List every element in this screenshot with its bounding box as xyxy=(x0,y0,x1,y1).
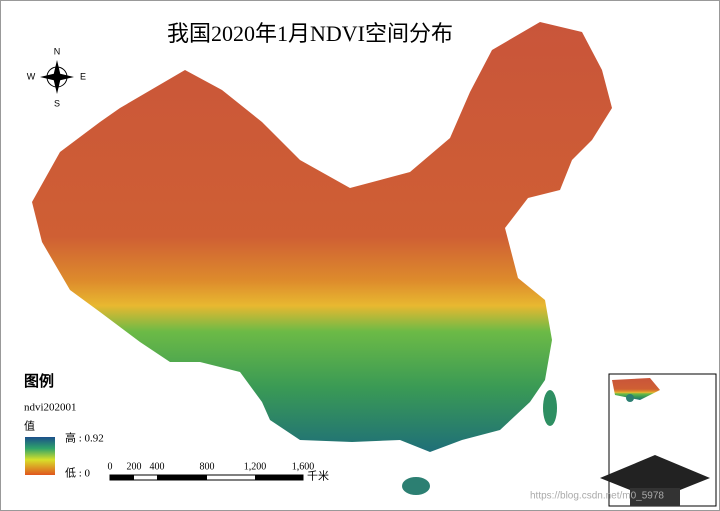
taiwan xyxy=(543,390,557,426)
compass-n: N xyxy=(54,46,61,56)
legend-high: 高 : 0.92 xyxy=(65,431,104,445)
legend-low: 低 : 0 xyxy=(65,467,91,480)
scale-label: 1,200 xyxy=(244,461,267,472)
compass-e: E xyxy=(80,71,86,81)
scale-label: 1,600 xyxy=(292,461,315,472)
legend: 图例 ndvi202001 值 高 : 0.92 低 : 0 xyxy=(24,372,104,480)
cap-icon xyxy=(600,455,710,506)
map-title: 我国2020年1月NDVI空间分布 xyxy=(167,21,453,46)
scale-label: 0 xyxy=(108,461,113,472)
scale-unit: 千米 xyxy=(307,470,329,483)
compass: N S W E xyxy=(27,46,86,108)
hainan xyxy=(402,477,430,495)
compass-s: S xyxy=(54,98,60,108)
legend-field: 值 xyxy=(24,420,35,433)
compass-w: W xyxy=(27,71,36,81)
scale-label: 400 xyxy=(150,461,165,472)
ndvi-map xyxy=(32,22,612,452)
scale-label: 200 xyxy=(127,461,142,472)
scale-label: 800 xyxy=(200,461,215,472)
color-ramp xyxy=(25,437,55,475)
watermark: https://blog.csdn.net/m0_5978 xyxy=(530,491,664,502)
legend-title: 图例 xyxy=(24,372,54,390)
legend-layer: ndvi202001 xyxy=(24,402,77,414)
